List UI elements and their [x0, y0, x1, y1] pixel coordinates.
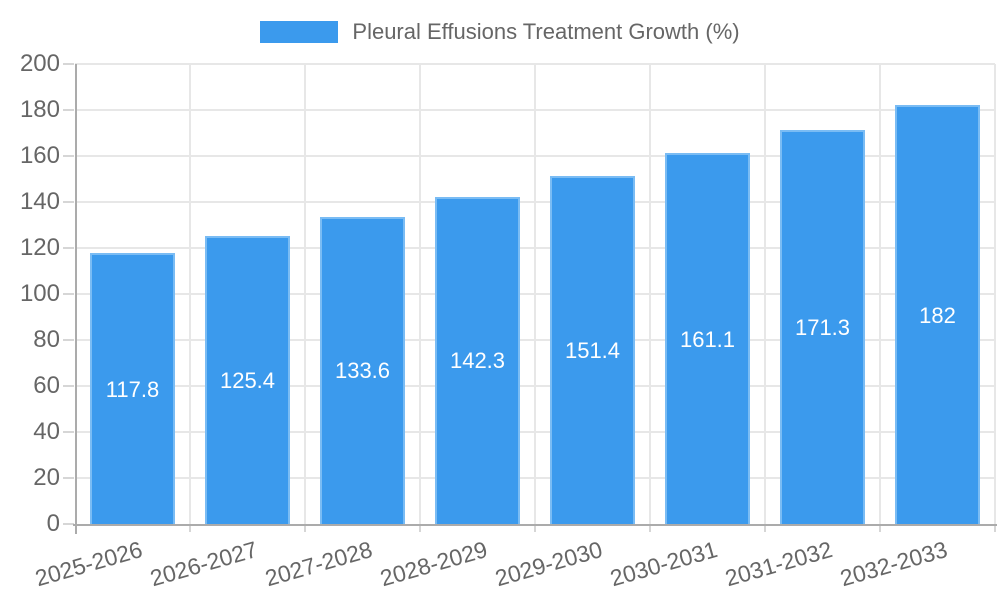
- x-axis-line: [73, 524, 997, 526]
- bar-2028-2029[interactable]: 142.3: [435, 196, 520, 524]
- legend-label[interactable]: Pleural Effusions Treatment Growth (%): [352, 19, 740, 44]
- y-tick-label: 0: [46, 510, 60, 537]
- y-tick-label: 60: [33, 372, 60, 399]
- x-tick-label: 2032-2033: [836, 536, 950, 592]
- x-tick-mark: [534, 524, 536, 532]
- v-gridline: [189, 64, 191, 526]
- x-tick-label: 2025-2026: [31, 536, 145, 592]
- bar-value-label: 171.3: [794, 315, 851, 340]
- x-tick-mark: [189, 524, 191, 532]
- bar-value-label: 142.3: [449, 348, 506, 374]
- bar-2029-2030[interactable]: 151.4: [550, 175, 635, 524]
- x-tick-mark: [649, 524, 651, 532]
- y-tick-label: 160: [19, 142, 60, 169]
- x-tick-label: 2028-2029: [376, 536, 490, 592]
- y-axis-line: [75, 64, 77, 534]
- x-tick-label: 2026-2027: [146, 536, 260, 592]
- y-tick-label: 200: [19, 50, 60, 77]
- x-tick-mark: [419, 524, 421, 532]
- v-gridline: [764, 64, 766, 526]
- y-tick-mark: [63, 339, 74, 341]
- v-gridline: [649, 64, 651, 526]
- y-tick-label: 120: [19, 234, 60, 261]
- x-tick-label: 2027-2028: [261, 536, 375, 592]
- bar-value-label: 117.8: [105, 376, 160, 402]
- x-tick-label: 2029-2030: [491, 536, 605, 592]
- chart-legend[interactable]: Pleural Effusions Treatment Growth (%): [0, 19, 1000, 45]
- bar-value-label: 182: [919, 302, 956, 328]
- bar-value-label: 133.6: [334, 358, 391, 384]
- v-gridline: [994, 64, 996, 526]
- v-gridline: [304, 64, 306, 526]
- bar-2025-2026[interactable]: 117.8: [90, 253, 175, 524]
- x-tick-mark: [764, 524, 766, 532]
- x-tick-mark: [304, 524, 306, 532]
- v-gridline: [534, 64, 536, 526]
- bar-value-label: 125.4: [219, 367, 276, 393]
- bar-2032-2033[interactable]: 182: [895, 105, 980, 524]
- bar-2031-2032[interactable]: 171.3: [780, 130, 865, 524]
- x-tick-mark: [994, 524, 996, 532]
- y-tick-label: 80: [33, 326, 60, 353]
- y-tick-label: 20: [33, 464, 60, 491]
- y-tick-mark: [63, 247, 74, 249]
- bar-2027-2028[interactable]: 133.6: [320, 216, 405, 524]
- legend-swatch[interactable]: [260, 21, 339, 43]
- bar-value-label: 161.1: [679, 326, 736, 352]
- y-tick-label: 100: [19, 280, 60, 307]
- plot-area: 117.8 125.4 133.6 142.3 151.4 161.1 171.3 182 2…: [32, 63, 997, 591]
- y-tick-label: 40: [33, 418, 60, 445]
- y-tick-mark: [63, 109, 74, 111]
- y-tick-label: 140: [19, 188, 60, 215]
- y-tick-mark: [63, 63, 74, 65]
- bar-2026-2027[interactable]: 125.4: [205, 235, 290, 524]
- x-tick-label: 2031-2032: [721, 536, 835, 592]
- y-tick-mark: [63, 385, 74, 387]
- y-tick-mark: [63, 431, 74, 433]
- x-tick-mark: [879, 524, 881, 532]
- y-tick-label: 180: [19, 96, 60, 123]
- x-tick-label: 2030-2031: [606, 536, 720, 592]
- bar-2030-2031[interactable]: 161.1: [665, 153, 750, 524]
- y-tick-mark: [63, 523, 74, 525]
- y-tick-mark: [63, 155, 74, 157]
- y-tick-mark: [63, 477, 74, 479]
- y-tick-mark: [63, 293, 74, 295]
- y-tick-mark: [63, 201, 74, 203]
- v-gridline: [419, 64, 421, 526]
- bar-value-label: 151.4: [564, 337, 621, 363]
- v-gridline: [879, 64, 881, 526]
